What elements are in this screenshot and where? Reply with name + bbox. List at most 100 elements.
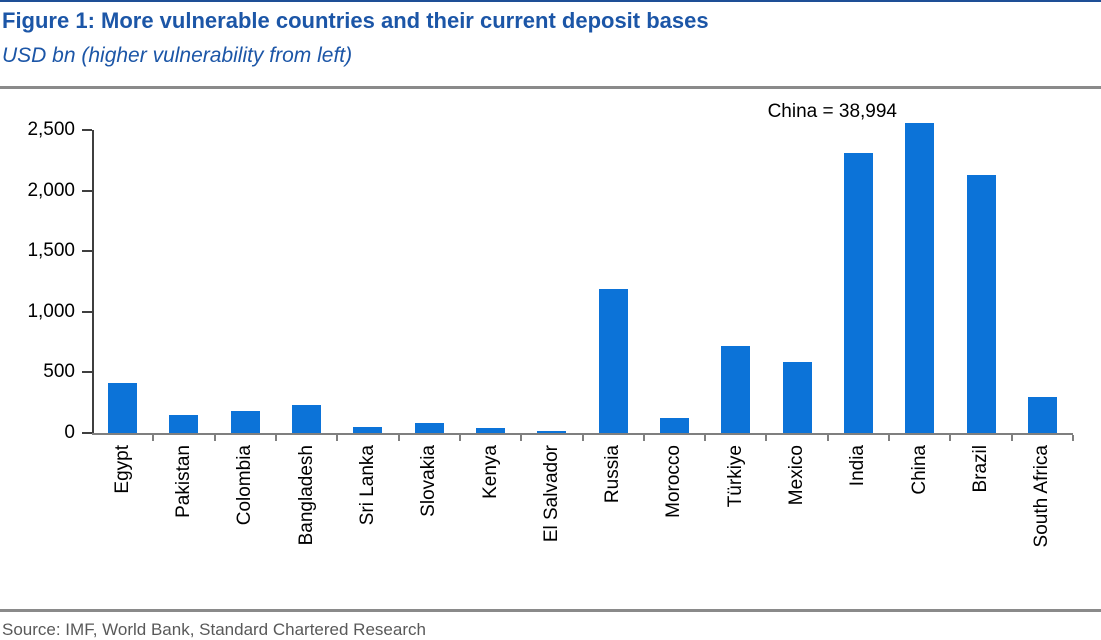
y-tick-label: 1,000: [27, 300, 75, 322]
x-label-slot: Egypt: [92, 435, 153, 575]
bar-slot: [92, 123, 155, 441]
x-axis-tick: [1010, 435, 1013, 441]
bar-slot: [705, 123, 768, 441]
bar-india: [843, 153, 873, 433]
y-tick-label: 2,000: [27, 179, 75, 201]
bar-pakistan: [169, 415, 199, 433]
x-label: Egypt: [111, 445, 133, 494]
x-axis-tick: [888, 435, 891, 441]
x-label: India: [847, 445, 869, 487]
x-label: Morocco: [663, 445, 685, 518]
x-axis-tick: [826, 435, 829, 441]
x-label: South Africa: [1031, 445, 1053, 548]
bar-slot: [889, 123, 952, 441]
x-axis-tick: [336, 435, 339, 441]
figure-header: Figure 1: More vulnerable countries and …: [0, 2, 1101, 68]
bar-sri-lanka: [353, 426, 383, 433]
x-label-slot: South Africa: [1012, 435, 1073, 575]
x-axis-tick: [274, 435, 277, 441]
x-axis-tick: [949, 435, 952, 441]
y-axis-tick: [82, 250, 92, 253]
plot-area: China = 38,994 0 500 1,000 1,500 2,000 2,500: [27, 101, 1074, 443]
x-label: Brazil: [970, 445, 992, 493]
x-axis-tick: [642, 435, 645, 441]
bar-colombia: [230, 411, 260, 433]
x-label: Pakistan: [172, 445, 194, 518]
bar-russia: [598, 288, 628, 433]
header-rule: [0, 86, 1101, 89]
bar-t-rkiye: [721, 345, 751, 433]
figure-title: Figure 1: More vulnerable countries and …: [2, 8, 709, 33]
x-label: Türkiye: [724, 445, 746, 508]
bar-china: [905, 123, 935, 433]
y-axis-tick: [82, 189, 92, 192]
bar-bangladesh: [292, 405, 322, 433]
chart-area: China = 38,994 0 500 1,000 1,500 2,000 2,500 …: [0, 101, 1101, 609]
y-tick-label: 2,500: [27, 119, 75, 140]
bar-el-salvador: [537, 431, 567, 433]
bar-slot: [215, 123, 277, 441]
x-labels-row: Egypt Pakistan Colombia Bangladesh Sri Lanka…: [92, 435, 1073, 575]
x-label-slot: Kenya: [460, 435, 521, 575]
bar-slovakia: [414, 423, 444, 433]
bar-slot: [399, 123, 461, 441]
x-label-slot: Slovakia: [399, 435, 460, 575]
y-axis-tick: [82, 371, 92, 374]
bar-slot: [950, 123, 1013, 441]
top-border-line: [0, 0, 1101, 2]
x-label: El Salvador: [540, 445, 562, 543]
x-label: China: [908, 445, 930, 495]
x-label-slot: Russia: [583, 435, 644, 575]
x-label-slot: Brazil: [950, 435, 1011, 575]
x-axis-tick: [765, 435, 768, 441]
y-tick-label: 1,500: [27, 240, 75, 262]
x-label: Slovakia: [418, 445, 440, 517]
x-label: Sri Lanka: [356, 445, 378, 526]
source-text: Source: IMF, World Bank, Standard Charte…: [2, 620, 426, 639]
x-axis-tick: [213, 435, 216, 441]
x-label-slot: Türkiye: [705, 435, 766, 575]
china-annotation: China = 38,994: [767, 101, 897, 122]
y-tick-label: 0: [64, 422, 75, 443]
x-label: Russia: [602, 445, 624, 504]
bar-morocco: [659, 417, 689, 433]
x-axis-tick: [397, 435, 400, 441]
bar-kenya: [476, 428, 506, 433]
x-label: Colombia: [234, 445, 256, 526]
bar-slot: [337, 123, 400, 441]
y-axis-tick: [82, 310, 92, 313]
figure-subtitle: USD bn (higher vulnerability from left): [2, 44, 353, 67]
footer-rule: [0, 609, 1101, 612]
y-axis-line: [92, 130, 94, 433]
bar-slot: [276, 123, 339, 441]
x-label-slot: Pakistan: [153, 435, 214, 575]
bar-slot: [1012, 123, 1074, 441]
bars-row: [92, 123, 1074, 441]
x-label: Mexico: [786, 445, 808, 506]
bar-slot: [644, 123, 707, 441]
y-axis-tick: [82, 432, 92, 434]
y-tick-label: 500: [43, 361, 75, 383]
bar-mexico: [782, 362, 812, 433]
x-label-slot: Colombia: [215, 435, 276, 575]
x-axis-tick: [704, 435, 707, 441]
x-label: Kenya: [479, 445, 501, 499]
x-label-slot: Morocco: [644, 435, 705, 575]
bar-slot: [460, 123, 523, 441]
x-axis-tick: [581, 435, 584, 441]
bar-slot: [521, 123, 584, 441]
bar-south-africa: [1027, 397, 1057, 433]
bar-slot: [828, 123, 891, 441]
bar-brazil: [966, 175, 996, 433]
bar-egypt: [108, 383, 138, 433]
x-label-slot: Sri Lanka: [337, 435, 398, 575]
x-label-slot: Bangladesh: [276, 435, 337, 575]
x-label-slot: Mexico: [766, 435, 827, 575]
x-axis-tick: [458, 435, 461, 441]
x-axis-tick: [1072, 435, 1074, 441]
bar-slot: [153, 123, 216, 441]
x-axis-tick: [520, 435, 523, 441]
bar-slot: [766, 123, 829, 441]
x-label-slot: El Salvador: [521, 435, 582, 575]
y-axis-tick: [82, 129, 92, 131]
